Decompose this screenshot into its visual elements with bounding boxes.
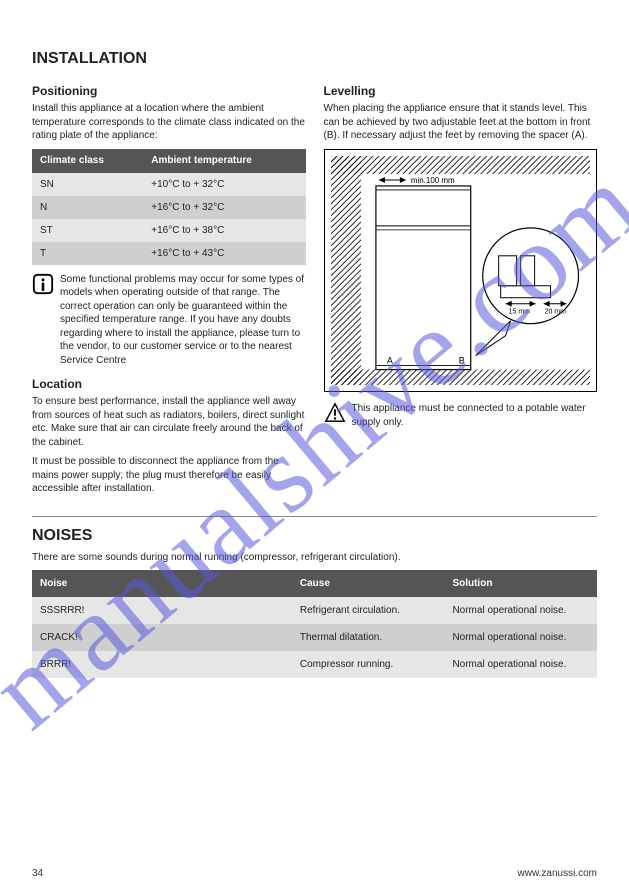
climate-th-class: Climate class xyxy=(32,149,143,173)
label-a: A xyxy=(386,355,392,365)
page-footer: 34 www.zanussi.com xyxy=(32,868,597,879)
page-number: 34 xyxy=(32,868,43,879)
table-row: BRRR! Compressor running. Normal operati… xyxy=(32,651,597,678)
label-20mm: 20 mm xyxy=(544,308,565,315)
table-row: SN +10°C to + 32°C xyxy=(32,173,306,196)
appliance-diagram: min.100 mm A xyxy=(324,149,598,393)
table-row: N +16°C to + 32°C xyxy=(32,196,306,219)
levelling-text: When placing the appliance ensure that i… xyxy=(324,102,598,143)
climate-th-temp: Ambient temperature xyxy=(143,149,305,173)
noises-intro: There are some sounds during normal runn… xyxy=(32,551,597,565)
label-15mm: 15 mm xyxy=(508,308,529,315)
footer-site: www.zanussi.com xyxy=(518,868,597,879)
noise-th-solution: Solution xyxy=(444,570,597,597)
range-note-text: Some functional problems may occur for s… xyxy=(60,273,306,368)
location-text-1: To ensure best performance, install the … xyxy=(32,395,306,449)
table-row: ST +16°C to + 38°C xyxy=(32,219,306,242)
table-row: CRACK! Thermal dilatation. Normal operat… xyxy=(32,624,597,651)
table-row: T +16°C to + 43°C xyxy=(32,242,306,265)
caution-note: This appliance must be connected to a po… xyxy=(324,402,598,429)
page-content: INSTALLATION Positioning Install this ap… xyxy=(0,0,629,698)
levelling-heading: Levelling xyxy=(324,84,598,98)
install-columns: Positioning Install this appliance at a … xyxy=(32,74,597,502)
info-icon xyxy=(32,273,54,295)
install-right-col: Levelling When placing the appliance ens… xyxy=(324,74,598,502)
info-note: Some functional problems may occur for s… xyxy=(32,273,306,368)
noises-heading: NOISES xyxy=(32,527,597,545)
climate-table: Climate class Ambient temperature SN +10… xyxy=(32,149,306,265)
section-divider xyxy=(32,516,597,517)
warning-icon xyxy=(324,402,346,424)
noise-th-cause: Cause xyxy=(292,570,445,597)
noise-table: Noise Cause Solution SSSRRR! Refrigerant… xyxy=(32,570,597,678)
label-min100: min.100 mm xyxy=(410,175,454,184)
location-heading: Location xyxy=(32,377,306,391)
positioning-text: Install this appliance at a location whe… xyxy=(32,102,306,143)
label-b: B xyxy=(458,355,464,365)
noise-th-noise: Noise xyxy=(32,570,292,597)
install-left-col: Positioning Install this appliance at a … xyxy=(32,74,306,502)
location-text-2: It must be possible to disconnect the ap… xyxy=(32,455,306,496)
install-heading: INSTALLATION xyxy=(32,50,597,68)
table-row: SSSRRR! Refrigerant circulation. Normal … xyxy=(32,597,597,624)
caution-text: This appliance must be connected to a po… xyxy=(352,402,598,429)
diagram-svg: min.100 mm A xyxy=(331,156,591,386)
positioning-heading: Positioning xyxy=(32,84,306,98)
